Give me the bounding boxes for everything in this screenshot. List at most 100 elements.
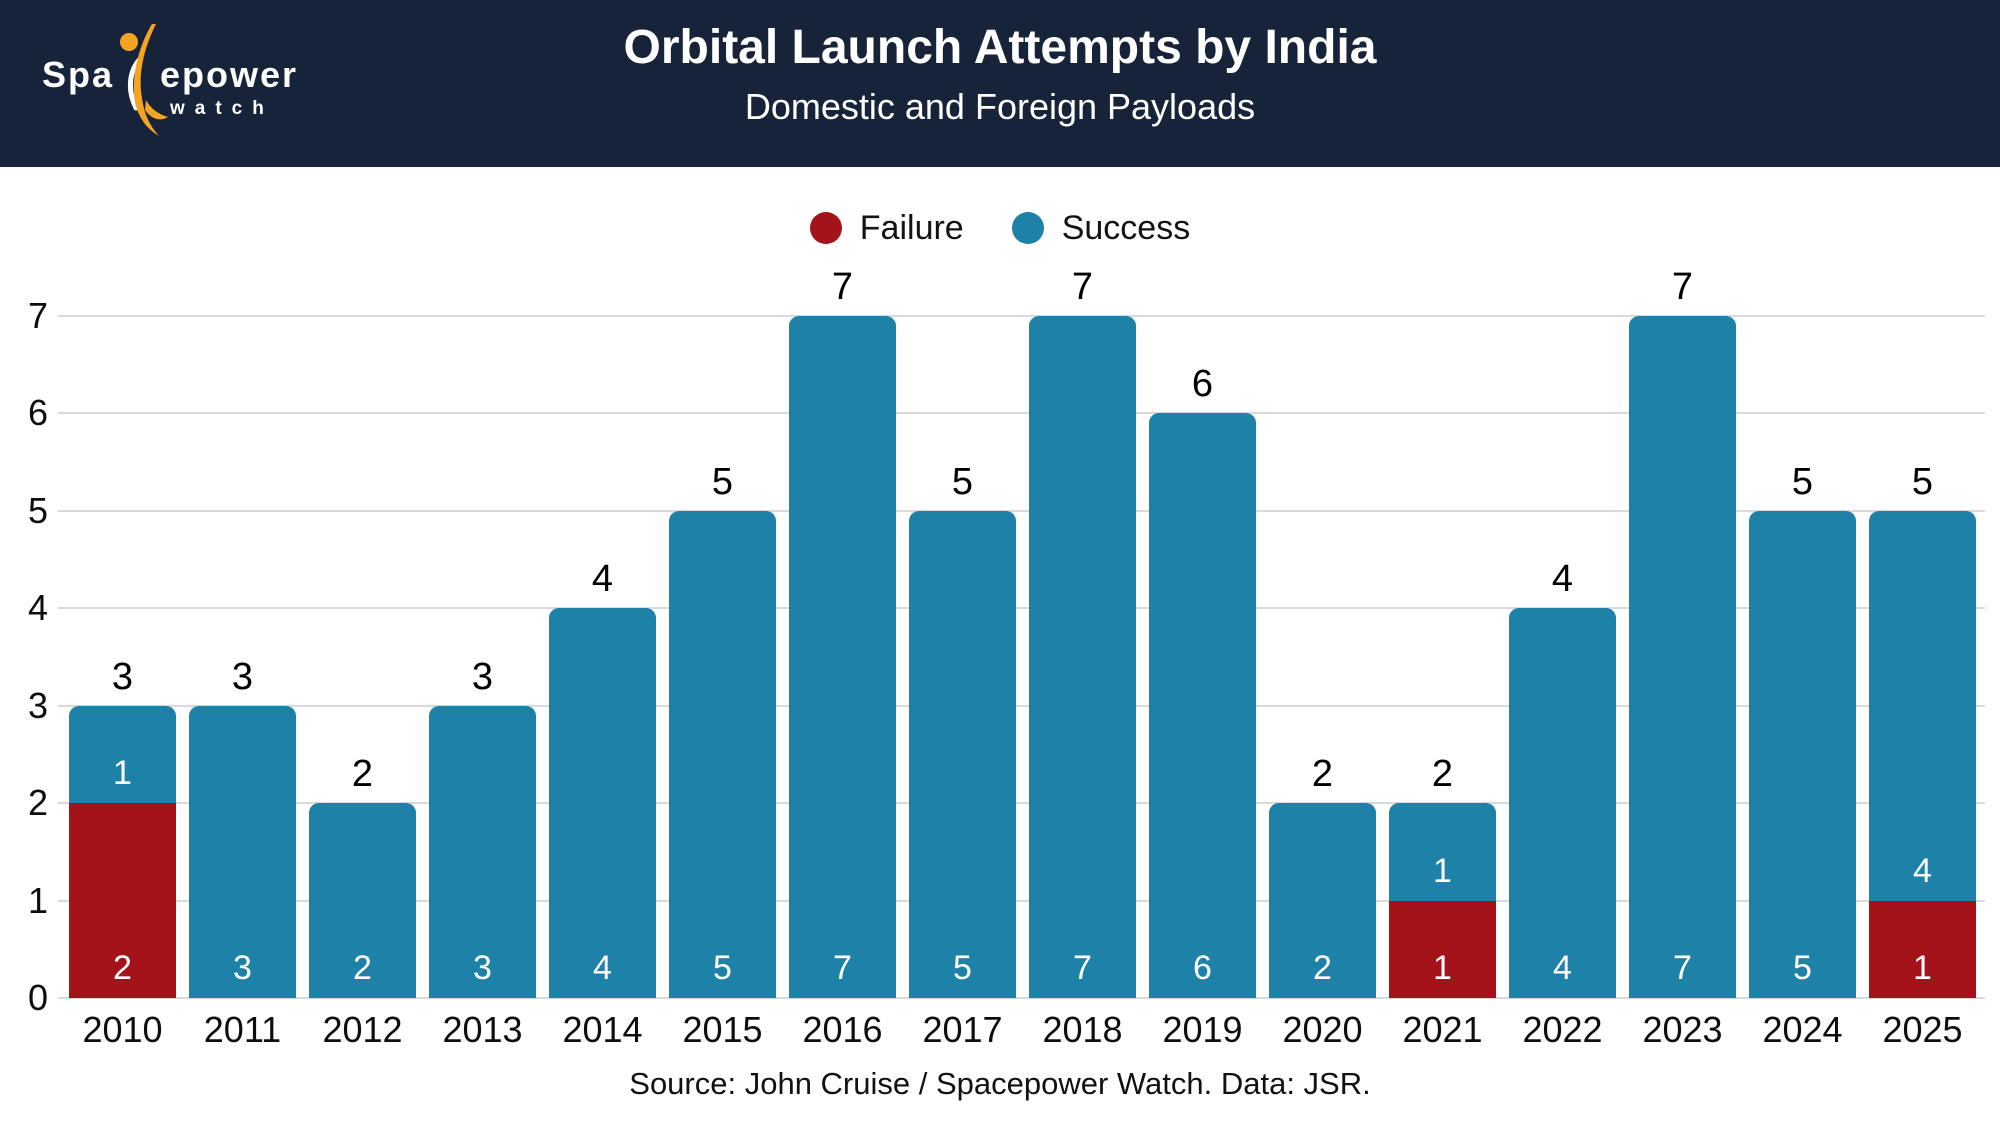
x-axis-label-2017: 2017	[922, 1009, 1003, 1050]
logo-wordmark: Spa epower	[42, 54, 298, 96]
x-axis-label-2022: 2022	[1522, 1009, 1603, 1050]
bar-2017-success-label: 5	[953, 949, 972, 987]
gridline-y3	[58, 704, 1985, 707]
bar-2021-total-label: 2	[1431, 753, 1454, 795]
gridline-y6	[58, 412, 1985, 414]
y-axis-label-0: 0	[27, 977, 48, 1018]
bar-2013-total-label: 3	[471, 655, 494, 698]
x-axis-label-2018: 2018	[1042, 1009, 1123, 1050]
gridline-y7	[58, 314, 1985, 317]
legend-dot-failure	[809, 212, 842, 244]
logo-text-part1: Spa	[42, 54, 115, 95]
source-note: Source: John Cruise / Spacepower Watch. …	[629, 1066, 1371, 1101]
bar-2012-total-label: 2	[351, 753, 374, 795]
bar-2016-total-label: 7	[831, 265, 854, 308]
gridline-y5	[58, 509, 1985, 512]
bar-2018-total-label: 7	[1071, 265, 1094, 308]
legend: Failure Success	[0, 200, 2000, 256]
bar-2015-success	[669, 510, 776, 998]
header-band: Spa epower watch Orbital Launch Attempts …	[0, 0, 2000, 167]
bar-2017-total-label: 5	[951, 460, 974, 503]
x-axis-label-2021: 2021	[1402, 1009, 1483, 1050]
x-axis-label-2011: 2011	[203, 1009, 282, 1050]
y-axis-label-7: 7	[27, 294, 48, 336]
x-axis-label-2013: 2013	[442, 1009, 523, 1050]
brand-logo: Spa epower watch	[42, 24, 342, 146]
bar-2023-total-label: 7	[1671, 265, 1694, 308]
bar-2014-total-label: 4	[591, 558, 614, 600]
bar-2014-success-label: 4	[593, 949, 612, 987]
bar-2023-success	[1629, 315, 1736, 998]
gridline-y0	[58, 997, 1985, 999]
logo-text-part2: epower	[160, 54, 299, 95]
bar-2023-success-label: 7	[1673, 949, 1692, 987]
bar-2015-success-label: 5	[713, 949, 732, 987]
bar-2022-success-label: 4	[1553, 949, 1572, 987]
bar-2010-failure-label: 2	[113, 949, 132, 987]
gridline-y2	[58, 802, 1985, 804]
legend-dot-success	[1011, 212, 1044, 244]
bar-2013-success	[429, 705, 536, 998]
legend-label: Failure	[859, 208, 964, 247]
bar-2019-total-label: 6	[1191, 363, 1214, 405]
x-axis-label-2023: 2023	[1642, 1009, 1723, 1050]
legend-item-success: Success	[1011, 208, 1191, 248]
bar-2024-success-label: 5	[1793, 949, 1812, 987]
bar-2011-total-label: 3	[231, 655, 254, 698]
x-axis-label-2010: 2010	[82, 1009, 163, 1050]
legend-item-failure: Failure	[809, 208, 964, 248]
bar-2019-success-label: 6	[1193, 949, 1212, 987]
x-axis-label-2016: 2016	[802, 1009, 883, 1050]
y-axis-label-1: 1	[27, 879, 48, 921]
logo-swoosh-icon	[120, 24, 168, 136]
bar-2025-total-label: 5	[1911, 460, 1934, 503]
bar-2025-failure-label: 1	[1913, 949, 1932, 987]
bar-2021-failure-label: 1	[1433, 949, 1452, 987]
bar-2022-total-label: 4	[1551, 558, 1574, 600]
bar-2011-success	[189, 705, 296, 998]
y-axis-label-4: 4	[27, 587, 48, 628]
bar-2018-success	[1029, 315, 1136, 998]
bar-2016-success	[789, 315, 896, 998]
bar-2020-total-label: 2	[1311, 753, 1334, 795]
x-axis-label-2019: 2019	[1162, 1009, 1243, 1050]
chart-subtitle: Domestic and Foreign Payloads	[744, 86, 1256, 127]
bar-2025-success	[1869, 510, 1976, 901]
bar-2021-failure	[1389, 900, 1496, 998]
bar-2018-success-label: 7	[1073, 949, 1092, 987]
bar-2020-success	[1269, 803, 1376, 998]
y-axis-label-3: 3	[27, 684, 48, 726]
x-axis-label-2020: 2020	[1282, 1009, 1363, 1050]
y-axis-label-6: 6	[27, 392, 48, 433]
gridline-y1	[58, 899, 1985, 902]
bar-2014-success	[549, 608, 656, 998]
legend-label: Success	[1061, 208, 1191, 247]
bar-2024-total-label: 5	[1791, 460, 1814, 503]
bar-2021-success	[1389, 803, 1496, 901]
x-axis-label-2012: 2012	[322, 1009, 403, 1050]
bar-2024-success	[1749, 510, 1856, 998]
y-axis-label-2: 2	[27, 782, 48, 823]
gridline-y4	[58, 607, 1985, 609]
chart-title: Orbital Launch Attempts by India	[623, 21, 1377, 74]
bar-2015-total-label: 5	[711, 460, 734, 503]
bar-2021-success-label: 1	[1433, 851, 1452, 890]
bar-2025-failure	[1869, 900, 1976, 998]
x-axis-label-2024: 2024	[1762, 1009, 1843, 1050]
bar-2020-success-label: 2	[1313, 949, 1332, 987]
bar-2019-success	[1149, 413, 1256, 998]
bar-2022-success	[1509, 608, 1616, 998]
bar-2016-success-label: 7	[833, 949, 852, 987]
bar-2010-total-label: 3	[111, 655, 134, 698]
bar-2025-success-label: 4	[1913, 851, 1932, 890]
x-axis-label-2015: 2015	[682, 1009, 763, 1050]
bar-2010-success	[69, 705, 176, 803]
bar-2012-success-label: 2	[353, 949, 372, 987]
x-axis-label-2025: 2025	[1882, 1009, 1963, 1050]
x-axis-label-2014: 2014	[562, 1009, 643, 1050]
bar-2017-success	[909, 510, 1016, 998]
y-axis-label-5: 5	[27, 489, 48, 531]
bar-2012-success	[309, 803, 416, 998]
